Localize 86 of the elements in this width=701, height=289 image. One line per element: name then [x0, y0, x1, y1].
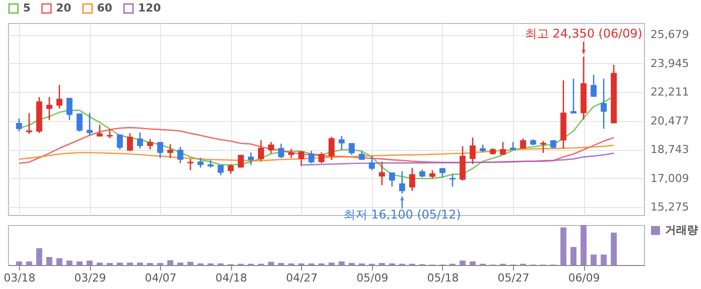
bar	[338, 261, 345, 265]
y-tick-label: 25,679	[650, 28, 689, 42]
y-tick-label: 18,743	[650, 143, 689, 156]
bar	[470, 261, 476, 265]
bar	[560, 227, 566, 265]
candlestick	[278, 143, 284, 159]
candlestick	[318, 152, 324, 164]
bar	[16, 261, 22, 265]
candlestick	[570, 78, 576, 114]
y-tick-label: 23,945	[650, 56, 689, 70]
candlestick	[258, 140, 264, 162]
candlestick	[308, 150, 314, 164]
x-tick-label: 03/18	[4, 272, 36, 284]
candlestick	[288, 148, 294, 159]
candlestick	[187, 158, 194, 171]
bar	[460, 260, 466, 265]
candlestick	[248, 152, 254, 166]
candlestick	[500, 141, 506, 156]
legend-label: 120	[138, 2, 162, 15]
candlestick	[116, 134, 123, 150]
candlestick	[147, 138, 154, 150]
candlestick	[228, 163, 234, 174]
candlestick	[268, 141, 274, 154]
candlestick	[328, 136, 335, 161]
candlestick	[470, 136, 476, 165]
candlestick	[126, 132, 133, 152]
bar	[76, 261, 83, 265]
candlestick	[86, 112, 93, 136]
annotation: 최고 24,350 (06/09)	[524, 26, 642, 41]
bar	[580, 225, 587, 265]
candlestick	[460, 146, 466, 182]
candlestick	[157, 141, 164, 159]
bar	[36, 248, 42, 265]
x-tick-label: 05/09	[356, 272, 388, 284]
x-tick-label: 03/29	[74, 272, 106, 284]
candlestick	[368, 155, 375, 171]
candlestick	[399, 170, 406, 194]
candlestick	[298, 150, 304, 166]
bar	[590, 254, 597, 265]
candlestick	[600, 78, 607, 130]
x-tick-label: 04/18	[215, 272, 248, 284]
y-tick-label: 20,477	[650, 114, 689, 128]
annotation: 최저 16,100 (05/12)	[343, 207, 461, 222]
bar	[610, 232, 617, 265]
candlestick	[96, 124, 103, 138]
candlestick	[56, 84, 62, 110]
bar	[167, 260, 174, 265]
bar	[66, 260, 72, 265]
candlestick	[16, 118, 22, 132]
bar	[187, 262, 194, 265]
line-series	[18, 126, 614, 164]
legend-label: 5	[23, 2, 31, 15]
candlestick	[450, 174, 456, 188]
bar	[86, 260, 93, 265]
x-tick-label: 05/18	[427, 272, 459, 284]
legend-label: 20	[56, 2, 72, 15]
candlestick	[439, 167, 446, 178]
candlestick	[137, 132, 144, 150]
candlestick	[338, 135, 345, 150]
candlestick	[198, 157, 204, 168]
bar	[56, 258, 62, 265]
candlestick	[378, 161, 385, 186]
y-tick-label: 22,211	[650, 86, 689, 99]
candlestick	[348, 142, 355, 156]
x-tick-label: 05/27	[498, 272, 530, 284]
bar	[26, 261, 32, 265]
x-tick-label: 06/09	[568, 272, 600, 284]
candlestick	[177, 146, 184, 164]
y-tick-label: 15,275	[650, 200, 689, 214]
candlestick	[590, 74, 597, 98]
bar	[268, 262, 274, 265]
x-tick-label: 04/27	[286, 272, 318, 284]
candlestick	[76, 112, 83, 132]
bar	[600, 254, 607, 265]
bar	[570, 247, 576, 265]
candlestick	[106, 128, 113, 139]
legend-label: 거래량	[665, 224, 698, 236]
candlestick	[409, 167, 416, 192]
candlestick	[389, 172, 396, 188]
candlestick	[167, 144, 174, 159]
y-tick-label: 17,009	[650, 172, 689, 185]
candlestick	[46, 96, 52, 121]
candlestick	[66, 97, 72, 121]
bar	[46, 257, 52, 265]
legend-label: 60	[97, 2, 113, 15]
x-tick-label: 04/07	[144, 272, 177, 284]
